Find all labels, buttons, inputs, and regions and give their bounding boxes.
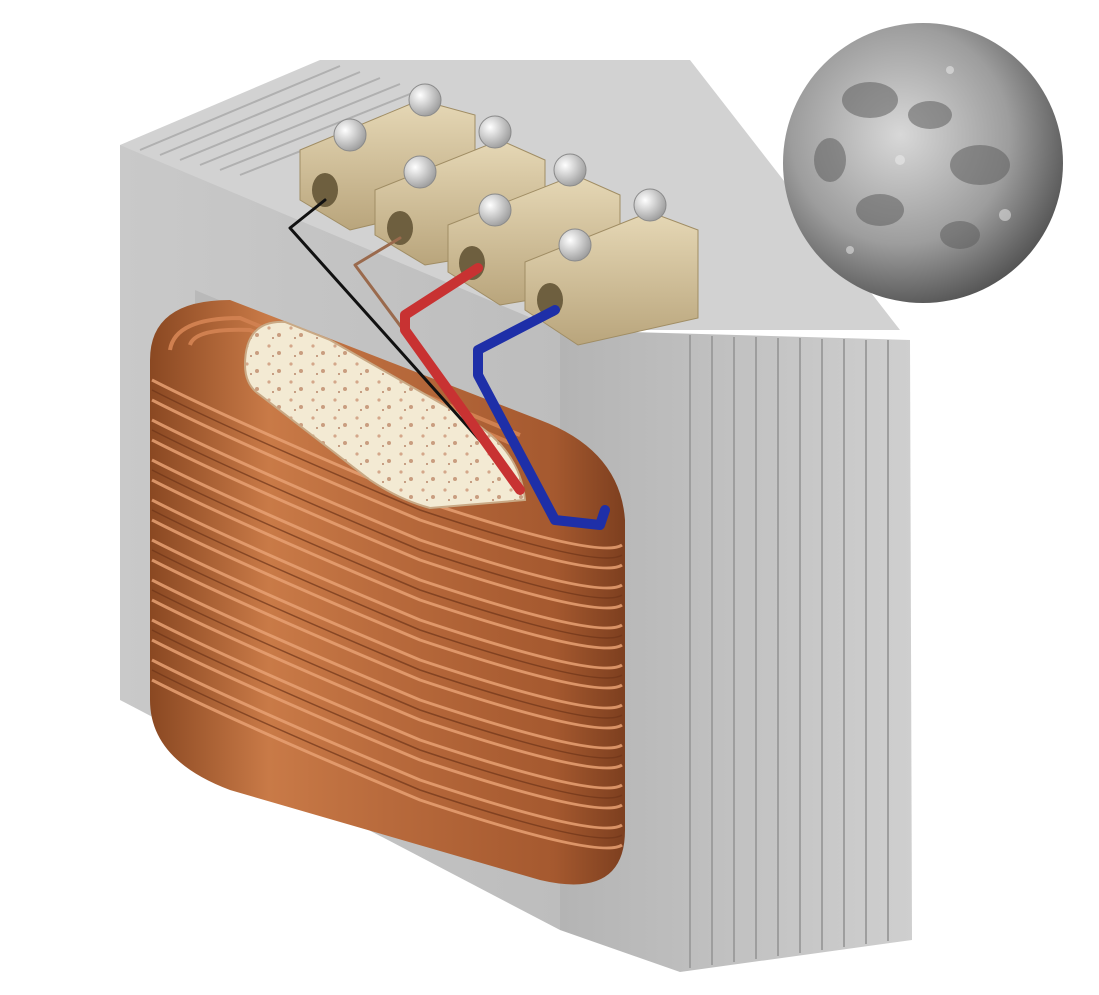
bolt — [333, 118, 367, 152]
wires — [288, 198, 610, 530]
bolt — [633, 188, 667, 222]
copper-coil — [150, 300, 625, 885]
bolt — [558, 228, 592, 262]
wire-red — [400, 263, 525, 495]
bolt — [408, 83, 442, 117]
bolt — [403, 155, 437, 189]
wire-black — [288, 198, 522, 487]
bolt — [478, 115, 512, 149]
moon-icon — [783, 23, 1063, 303]
bolt — [478, 193, 512, 227]
bolt — [553, 153, 587, 187]
terminal-bolts — [333, 83, 667, 262]
bobbin — [243, 320, 527, 510]
wire-blue — [473, 305, 610, 530]
core-laminations — [560, 330, 912, 972]
